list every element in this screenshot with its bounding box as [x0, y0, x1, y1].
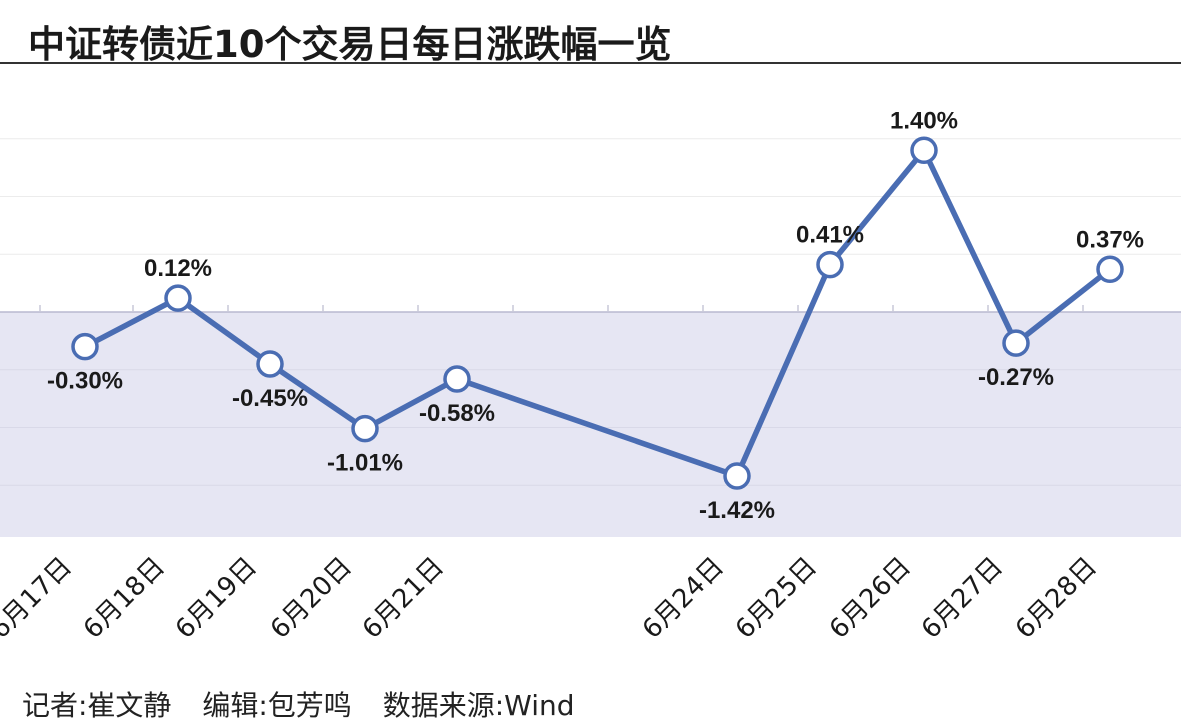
- source-credit: 数据来源:Wind: [382, 689, 575, 722]
- data-label: 0.12%: [144, 255, 212, 282]
- data-point: [910, 136, 938, 165]
- data-label: 0.41%: [796, 222, 864, 249]
- data-point: [1002, 329, 1030, 357]
- data-labels: -0.30% 0.12% -0.45% -1.01% -0.58% -1.42% 0.41%…: [47, 107, 1144, 524]
- data-label: -0.27%: [978, 364, 1054, 391]
- footer-credits: 记者:崔文静 编辑:包芳鸣 数据来源:Wind: [22, 684, 597, 724]
- data-label: 0.37%: [1076, 226, 1144, 253]
- x-tick-label: 6月17日: [0, 552, 78, 645]
- data-point: [723, 462, 751, 490]
- data-label: -0.45%: [232, 385, 308, 412]
- data-label: -1.42%: [699, 497, 775, 524]
- series-line: [82, 147, 1113, 479]
- data-point: [71, 332, 99, 361]
- data-label: 1.40%: [890, 107, 958, 134]
- x-tick-label: 6月28日: [1010, 552, 1103, 645]
- data-point: [256, 350, 284, 378]
- x-tick-label: 6月27日: [916, 552, 1009, 645]
- x-tick-label: 6月20日: [265, 552, 358, 645]
- x-tick-label: 6月26日: [824, 552, 917, 645]
- data-label: -0.58%: [419, 400, 495, 427]
- data-point: [816, 250, 844, 279]
- editor-credit: 编辑:包芳鸣: [202, 689, 352, 722]
- chart-title: 中证转债近10个交易日每日涨跌幅一览: [28, 23, 672, 66]
- data-point: [164, 284, 192, 312]
- data-point: [351, 414, 379, 443]
- series-line-layer: [82, 147, 1113, 479]
- data-label: -1.01%: [327, 450, 403, 477]
- data-points: [71, 136, 1124, 490]
- x-tick-label: 6月21日: [357, 552, 450, 645]
- data-point: [1096, 255, 1124, 284]
- data-point: [443, 365, 471, 393]
- title-divider: [0, 62, 1181, 64]
- x-tick-label: 6月18日: [78, 552, 171, 645]
- data-label: -0.30%: [47, 368, 123, 395]
- reporter-credit: 记者:崔文静: [22, 689, 172, 722]
- x-tick-label: 6月19日: [170, 552, 263, 645]
- gridlines: [0, 138, 1181, 486]
- x-tick-label: 6月24日: [637, 552, 730, 645]
- x-tick-label: 6月25日: [730, 552, 823, 645]
